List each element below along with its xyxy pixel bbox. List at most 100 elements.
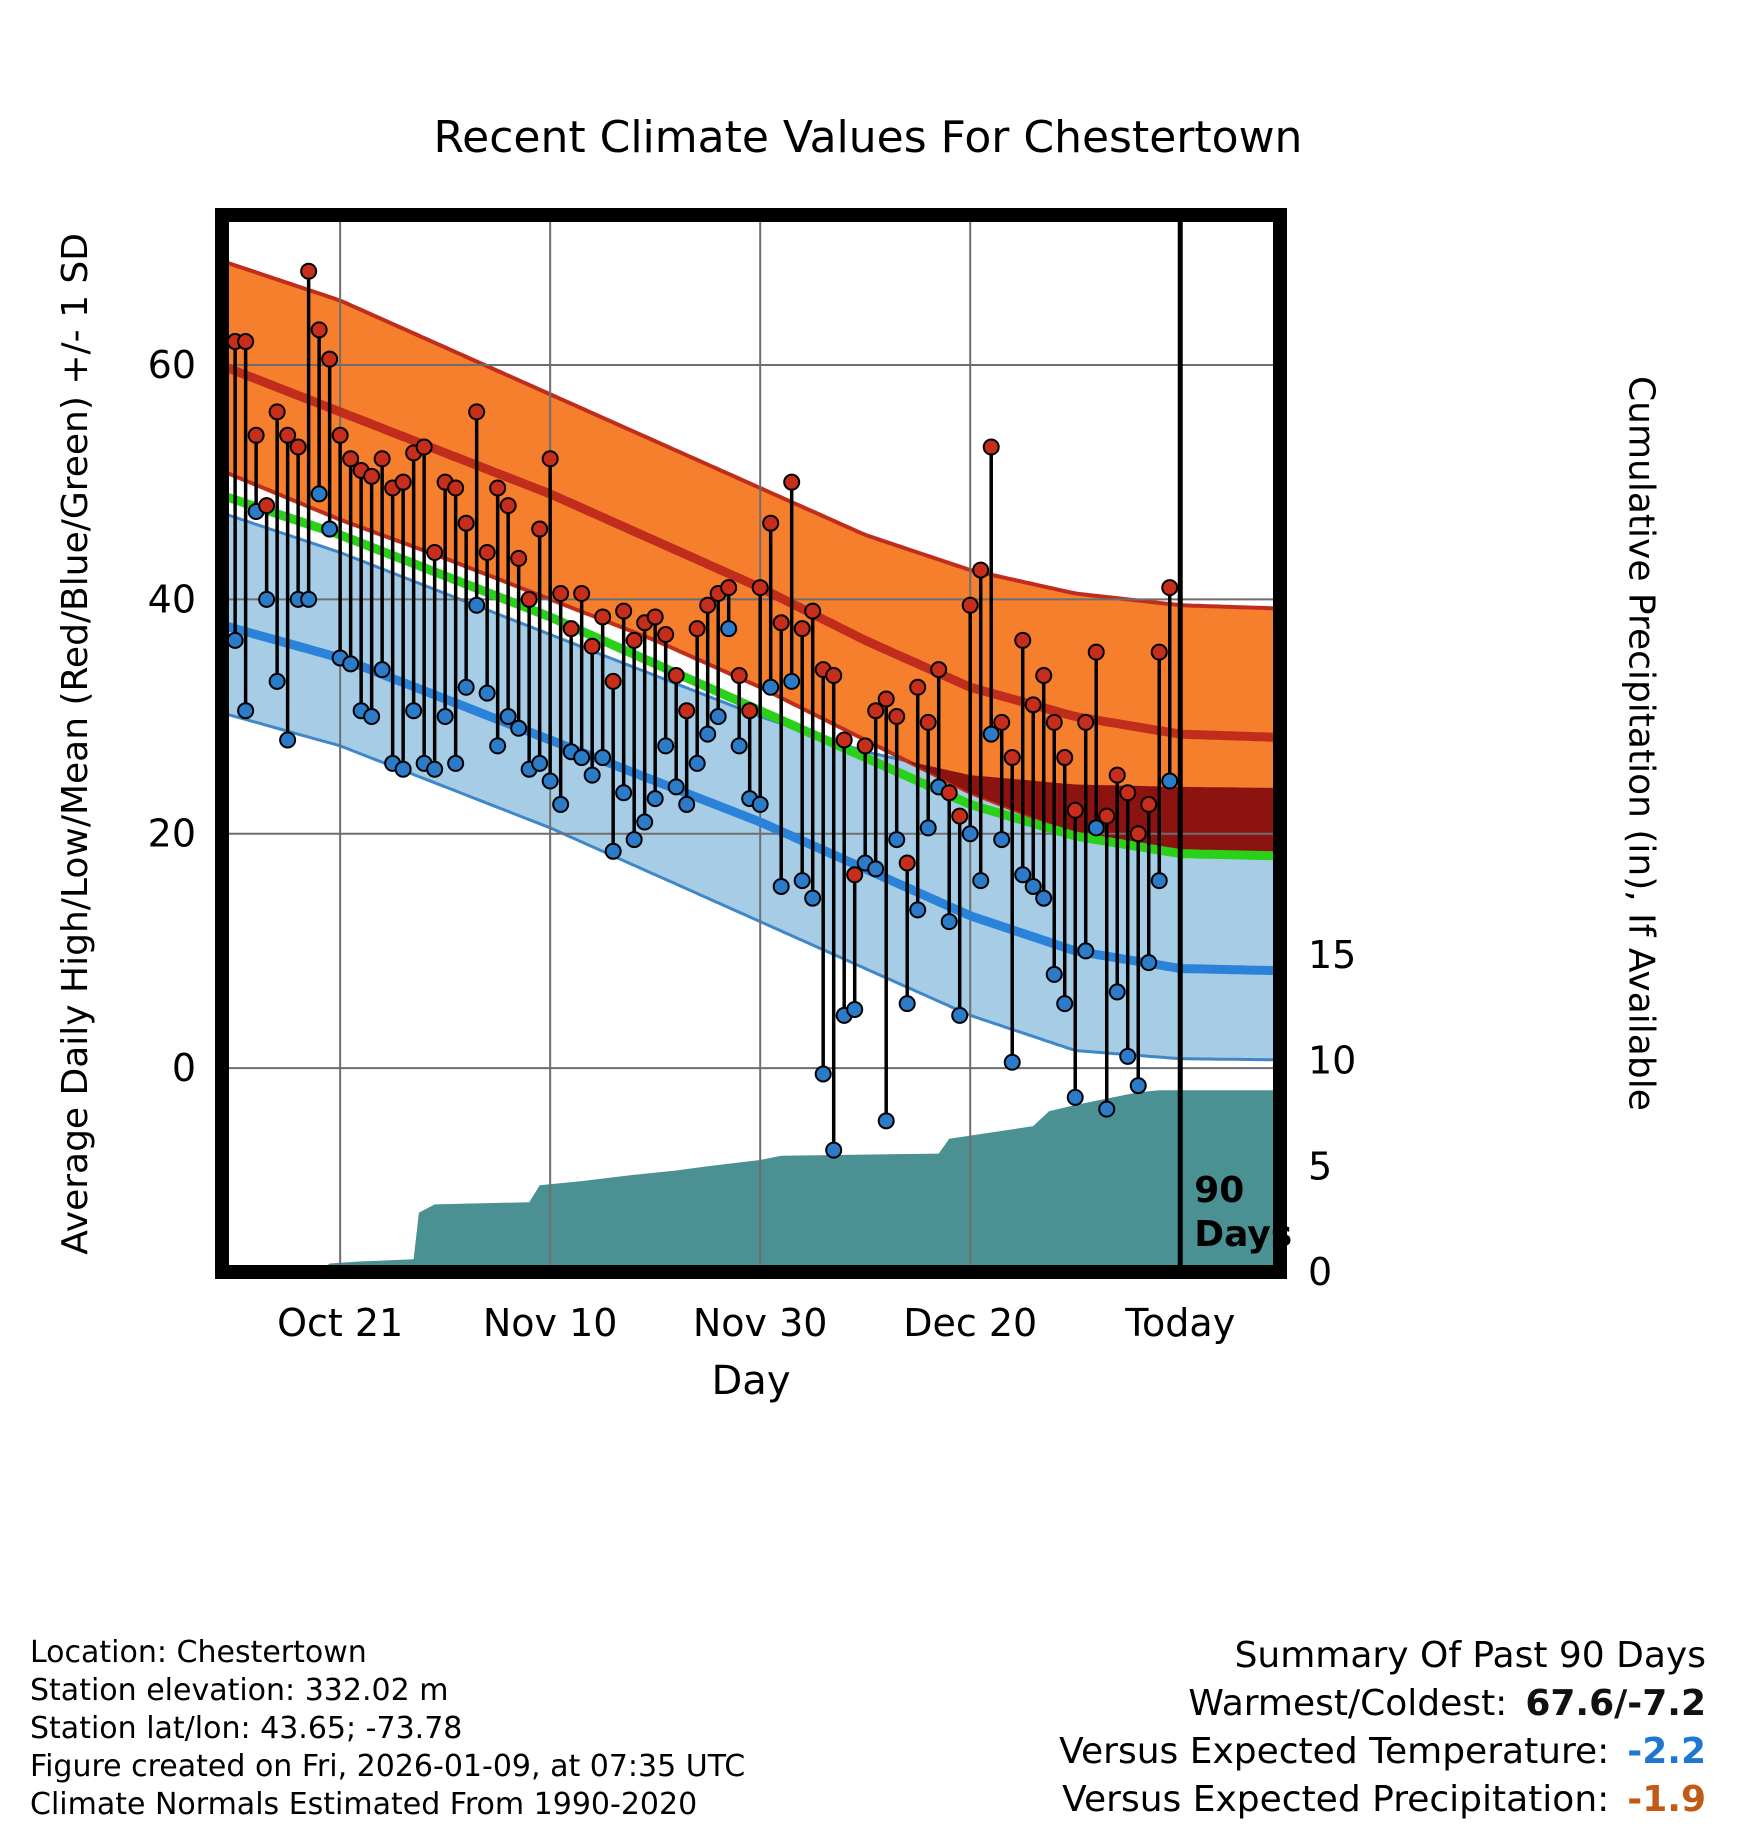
daily-low-dot	[1077, 942, 1095, 960]
x-tick-label: Dec 20	[903, 1301, 1037, 1345]
daily-low-dot	[447, 754, 465, 772]
metadata-created: Figure created on Fri, 2026-01-09, at 07…	[30, 1749, 746, 1784]
daily-low-dot	[394, 760, 412, 778]
daily-low-dot	[720, 620, 738, 638]
daily-high-dot	[951, 807, 969, 825]
daily-high-dot	[1129, 825, 1147, 843]
high-mean-line	[220, 361, 1278, 742]
summary-label: Versus Expected Temperature:	[1059, 1731, 1610, 1772]
daily-high-dot	[835, 731, 853, 749]
daily-low-dot	[1014, 866, 1032, 884]
daily-low-dot	[961, 825, 979, 843]
daily-low-dot	[1129, 1077, 1147, 1095]
daily-low-dot	[846, 1001, 864, 1019]
daily-high-dot	[342, 450, 360, 468]
daily-high-dot	[331, 426, 349, 444]
x-axis-label: Day	[711, 1358, 791, 1404]
daily-high-dot	[751, 579, 769, 597]
plot-border	[215, 208, 1287, 1279]
daily-high-dot	[1119, 784, 1137, 802]
daily-high-dot	[247, 426, 265, 444]
daily-high-dot	[940, 784, 958, 802]
y-right-tick-label: 15	[1308, 933, 1356, 977]
metadata-elevation: Station elevation: 332.02 m	[30, 1673, 449, 1708]
daily-low-dot	[310, 485, 328, 503]
daily-low-dot	[762, 678, 780, 696]
daily-low-dot	[594, 749, 612, 767]
daily-high-dot	[730, 667, 748, 685]
daily-high-dot	[1024, 696, 1042, 714]
y-left-tick-label: 40	[148, 577, 196, 621]
daily-low-dot	[237, 702, 255, 720]
daily-high-dot	[982, 438, 1000, 456]
summary-row-vs-temperature: Versus Expected Temperature: -2.2	[1059, 1728, 1706, 1776]
daily-low-dot	[657, 737, 675, 755]
daily-low-dot	[373, 661, 391, 679]
daily-high-dot	[415, 438, 433, 456]
daily-high-dot	[1077, 713, 1095, 731]
x-tick-label: Nov 30	[693, 1301, 828, 1345]
daily-high-dot	[1098, 807, 1116, 825]
daily-high-dot	[825, 667, 843, 685]
daily-low-dot	[972, 872, 990, 890]
daily-high-dot	[489, 479, 507, 497]
daily-high-dot	[447, 479, 465, 497]
y-axis-right-label: Cumulative Precipitation (in), If Availa…	[1620, 376, 1662, 1111]
daily-low-dot	[814, 1065, 832, 1083]
daily-low-dot	[1056, 995, 1074, 1013]
low-mean-line	[220, 620, 1278, 976]
daily-high-dot	[289, 438, 307, 456]
summary-label: Warmest/Coldest:	[1188, 1683, 1508, 1724]
daily-high-dot	[856, 737, 874, 755]
daily-low-dot	[1098, 1100, 1116, 1118]
daily-high-dot	[573, 585, 591, 603]
daily-low-dot	[804, 889, 822, 907]
daily-low-dot	[730, 737, 748, 755]
daily-high-dot	[426, 543, 444, 561]
daily-low-dot	[751, 795, 769, 813]
daily-high-dot	[310, 321, 328, 339]
daily-high-dot	[699, 596, 717, 614]
daily-low-dot	[279, 731, 297, 749]
daily-high-dot	[1045, 713, 1063, 731]
daily-low-dot	[951, 1006, 969, 1024]
daily-low-dot	[363, 708, 381, 726]
daily-high-dot	[1014, 631, 1032, 649]
daily-high-dot	[898, 854, 916, 872]
daily-high-dot	[961, 596, 979, 614]
daily-high-dot	[1035, 667, 1053, 685]
summary-value: 67.6/-7.2	[1525, 1683, 1706, 1724]
summary-label: Versus Expected Precipitation:	[1062, 1779, 1610, 1820]
daily-low-dot	[919, 819, 937, 837]
daily-high-dot	[720, 579, 738, 597]
daily-low-dot	[688, 754, 706, 772]
daily-high-dot	[888, 708, 906, 726]
daily-low-dot	[793, 872, 811, 890]
figure-metadata: Location: Chestertown Station elevation:…	[30, 1634, 745, 1824]
y-right-tick-label: 5	[1308, 1144, 1332, 1188]
daily-low-dot	[342, 655, 360, 673]
daily-low-dot	[226, 631, 244, 649]
daily-low-dot	[541, 772, 559, 790]
daily-high-dot	[552, 585, 570, 603]
y-right-tick-label: 0	[1308, 1250, 1332, 1294]
daily-low-dot	[1045, 965, 1063, 983]
daily-high-dot	[804, 602, 822, 620]
daily-low-dot	[489, 737, 507, 755]
daily-low-dot	[772, 877, 790, 895]
daily-high-dot	[1161, 579, 1179, 597]
daily-high-dot	[772, 614, 790, 632]
daily-high-dot	[657, 626, 675, 644]
daily-high-dot	[846, 866, 864, 884]
summary-value: -2.2	[1627, 1731, 1706, 1772]
daily-high-dot	[993, 713, 1011, 731]
daily-high-dot	[688, 620, 706, 638]
daily-low-dot	[993, 831, 1011, 849]
daily-low-dot	[1024, 877, 1042, 895]
daily-low-dot	[699, 725, 717, 743]
daily-low-dot	[678, 795, 696, 813]
daily-low-dot	[783, 672, 801, 690]
y-left-tick-label: 20	[148, 812, 196, 856]
daily-high-dot	[258, 497, 276, 515]
